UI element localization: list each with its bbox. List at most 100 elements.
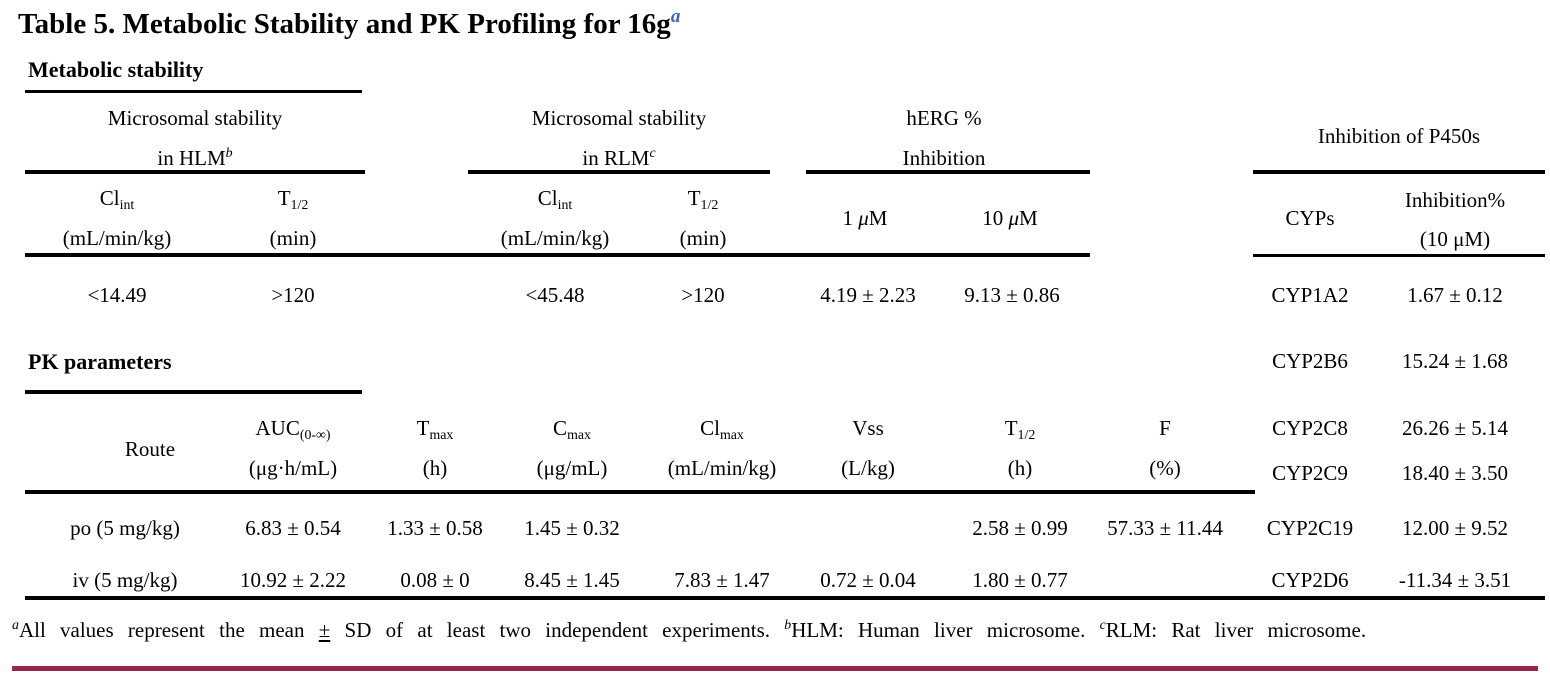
cyp-name-2c9: CYP2C9 — [1272, 461, 1348, 485]
pk-po-f: 57.33 ± 11.44 — [1107, 516, 1223, 540]
group-header-herg-line1: hERG % — [906, 106, 982, 130]
conc10-post: M — [1019, 206, 1038, 230]
cyp-name-2b6: CYP2B6 — [1272, 349, 1348, 373]
conc10-pre: 10 — [982, 206, 1009, 230]
pk-po-cmax: 1.45 ± 0.32 — [524, 516, 620, 540]
col-header-vss-unit: (L/kg) — [841, 456, 895, 480]
col-header-clint-hlm-unit: (mL/min/kg) — [62, 226, 172, 250]
pk-route-po: po (5 mg/kg) — [70, 516, 180, 540]
footnote-text-c: RLM: Rat liver microsome. — [1105, 618, 1367, 642]
col-header-tmax-unit: (h) — [422, 456, 448, 480]
cyp-value-2b6: 15.24 ± 1.68 — [1401, 349, 1509, 373]
group-header-rlm-line2: in RLMc — [582, 146, 655, 170]
col-header-auc-unit: (μg·h/mL) — [248, 456, 338, 480]
cmax-main: C — [553, 416, 568, 440]
col-header-inhibition-conc: (10 μM) — [1419, 227, 1491, 251]
col-header-vss: Vss — [852, 416, 884, 440]
cyp-value-2c8: 26.26 ± 5.14 — [1401, 416, 1509, 440]
cmax-sub: max — [567, 427, 591, 443]
thalf-rlm-main: T — [687, 186, 701, 210]
footnote-text-a1: All values represent the mean — [18, 618, 319, 642]
met-value-herg-10um: 9.13 ± 0.86 — [964, 283, 1060, 307]
rule-pk-header-bottom — [25, 490, 1255, 494]
col-header-inhibition-pct: Inhibition% — [1404, 188, 1506, 212]
group-header-rlm-line1: Microsomal stability — [531, 106, 707, 130]
rule-under-herg-group — [806, 170, 1090, 174]
rule-under-rlm-group — [468, 170, 770, 174]
rule-under-p450-group — [1253, 170, 1545, 174]
rule-under-pk-label — [25, 390, 362, 394]
footnote-text-b: HLM: Human liver microsome. — [791, 618, 1100, 642]
pk-po-thalf: 2.58 ± 0.99 — [972, 516, 1068, 540]
rule-table-bottom — [25, 596, 1545, 600]
conc1-pre: 1 — [842, 206, 859, 230]
footnote-marker-b2: b — [784, 617, 792, 633]
col-header-cyps: CYPs — [1285, 206, 1335, 230]
auc-main: AUC — [255, 416, 300, 440]
col-header-clint-rlm: Clint — [537, 186, 573, 213]
cyp-name-2c19: CYP2C19 — [1266, 516, 1354, 540]
group-rlm-text: in RLM — [582, 146, 650, 170]
met-value-thalf-hlm: >120 — [271, 283, 315, 307]
group-header-p450: Inhibition of P450s — [1317, 124, 1481, 148]
cyp-name-2d6: CYP2D6 — [1271, 568, 1349, 592]
col-header-thalf-rlm-unit: (min) — [679, 226, 727, 250]
pk-iv-cmax: 8.45 ± 1.45 — [524, 568, 620, 592]
section-label-pk-parameters: PK parameters — [28, 349, 172, 374]
group-hlm-text: in HLM — [157, 146, 226, 170]
rule-page-divider-maroon — [12, 666, 1538, 671]
footnote-marker-c2: c — [1099, 617, 1106, 633]
col-header-herg-1um: 1 μM — [843, 206, 888, 230]
col-header-cmax: Cmax — [553, 416, 591, 443]
col-header-thalf-hlm-unit: (min) — [269, 226, 317, 250]
cyp-value-2d6: -11.34 ± 3.51 — [1398, 568, 1512, 592]
clmax-sub: max — [719, 427, 744, 443]
col-header-f: F — [1159, 416, 1171, 440]
met-value-thalf-rlm: >120 — [681, 283, 725, 307]
rule-under-hlm-group — [25, 170, 365, 174]
pk-po-auc: 6.83 ± 0.54 — [245, 516, 341, 540]
col-header-tmax: Tmax — [417, 416, 454, 443]
cyp-value-2c19: 12.00 ± 9.52 — [1401, 516, 1509, 540]
rule-under-metabolic-label — [25, 90, 362, 93]
plus-minus-symbol: ± — [318, 618, 331, 642]
rule-cyp-header-bottom — [1253, 254, 1545, 257]
footnote-marker-a: a — [12, 617, 19, 633]
pk-iv-thalf: 1.80 ± 0.77 — [972, 568, 1068, 592]
col-header-route: Route — [124, 437, 176, 461]
cyp-name-1a2: CYP1A2 — [1271, 283, 1349, 307]
title-footnote-link-a[interactable]: a — [670, 6, 681, 28]
col-header-thalf-pk: T1/2 — [1005, 416, 1036, 443]
clint-sub: int — [119, 197, 135, 213]
clint-rlm-sub: int — [557, 197, 573, 213]
footnote-marker-c: c — [649, 145, 656, 161]
col-header-thalf-rlm: T1/2 — [687, 186, 719, 212]
col-header-clmax: Clmax — [700, 416, 744, 443]
table-title-text: Table 5. Metabolic Stability and PK Prof… — [18, 8, 671, 40]
cyp-value-2c9: 18.40 ± 3.50 — [1401, 461, 1509, 485]
col-header-clint-rlm-unit: (mL/min/kg) — [500, 226, 610, 250]
table-title: Table 5. Metabolic Stability and PK Prof… — [18, 6, 681, 41]
thalf-sub: 1/2 — [290, 197, 309, 213]
footnote-text-a2: SD of at least two independent experimen… — [330, 618, 785, 642]
met-value-herg-1um: 4.19 ± 2.23 — [820, 283, 916, 307]
rule-met-header-bottom — [25, 253, 1090, 257]
group-header-hlm-line1: Microsomal stability — [107, 106, 283, 130]
clint-rlm-main: Cl — [537, 186, 558, 210]
col-header-clmax-unit: (mL/min/kg) — [667, 456, 777, 480]
col-header-thalf-hlm: T1/2 — [278, 186, 309, 213]
pk-iv-vss: 0.72 ± 0.04 — [820, 568, 916, 592]
cyp-value-1a2: 1.67 ± 0.12 — [1407, 283, 1503, 307]
col-header-f-unit: (%) — [1149, 456, 1181, 480]
col-header-auc: AUC(0-∞) — [255, 416, 331, 443]
col-header-clint-hlm: Clint — [100, 186, 135, 213]
conc1-post: M — [868, 206, 888, 230]
met-value-clint-hlm: <14.49 — [87, 283, 147, 307]
clmax-main: Cl — [700, 416, 720, 440]
tmax-sub: max — [429, 427, 454, 443]
pk-iv-clmax: 7.83 ± 1.47 — [674, 568, 770, 592]
mu-symbol: μ — [858, 206, 869, 230]
thalf-pk-sub: 1/2 — [1017, 427, 1036, 443]
auc-sub: (0-∞) — [299, 427, 331, 443]
met-value-clint-rlm: <45.48 — [525, 283, 585, 307]
